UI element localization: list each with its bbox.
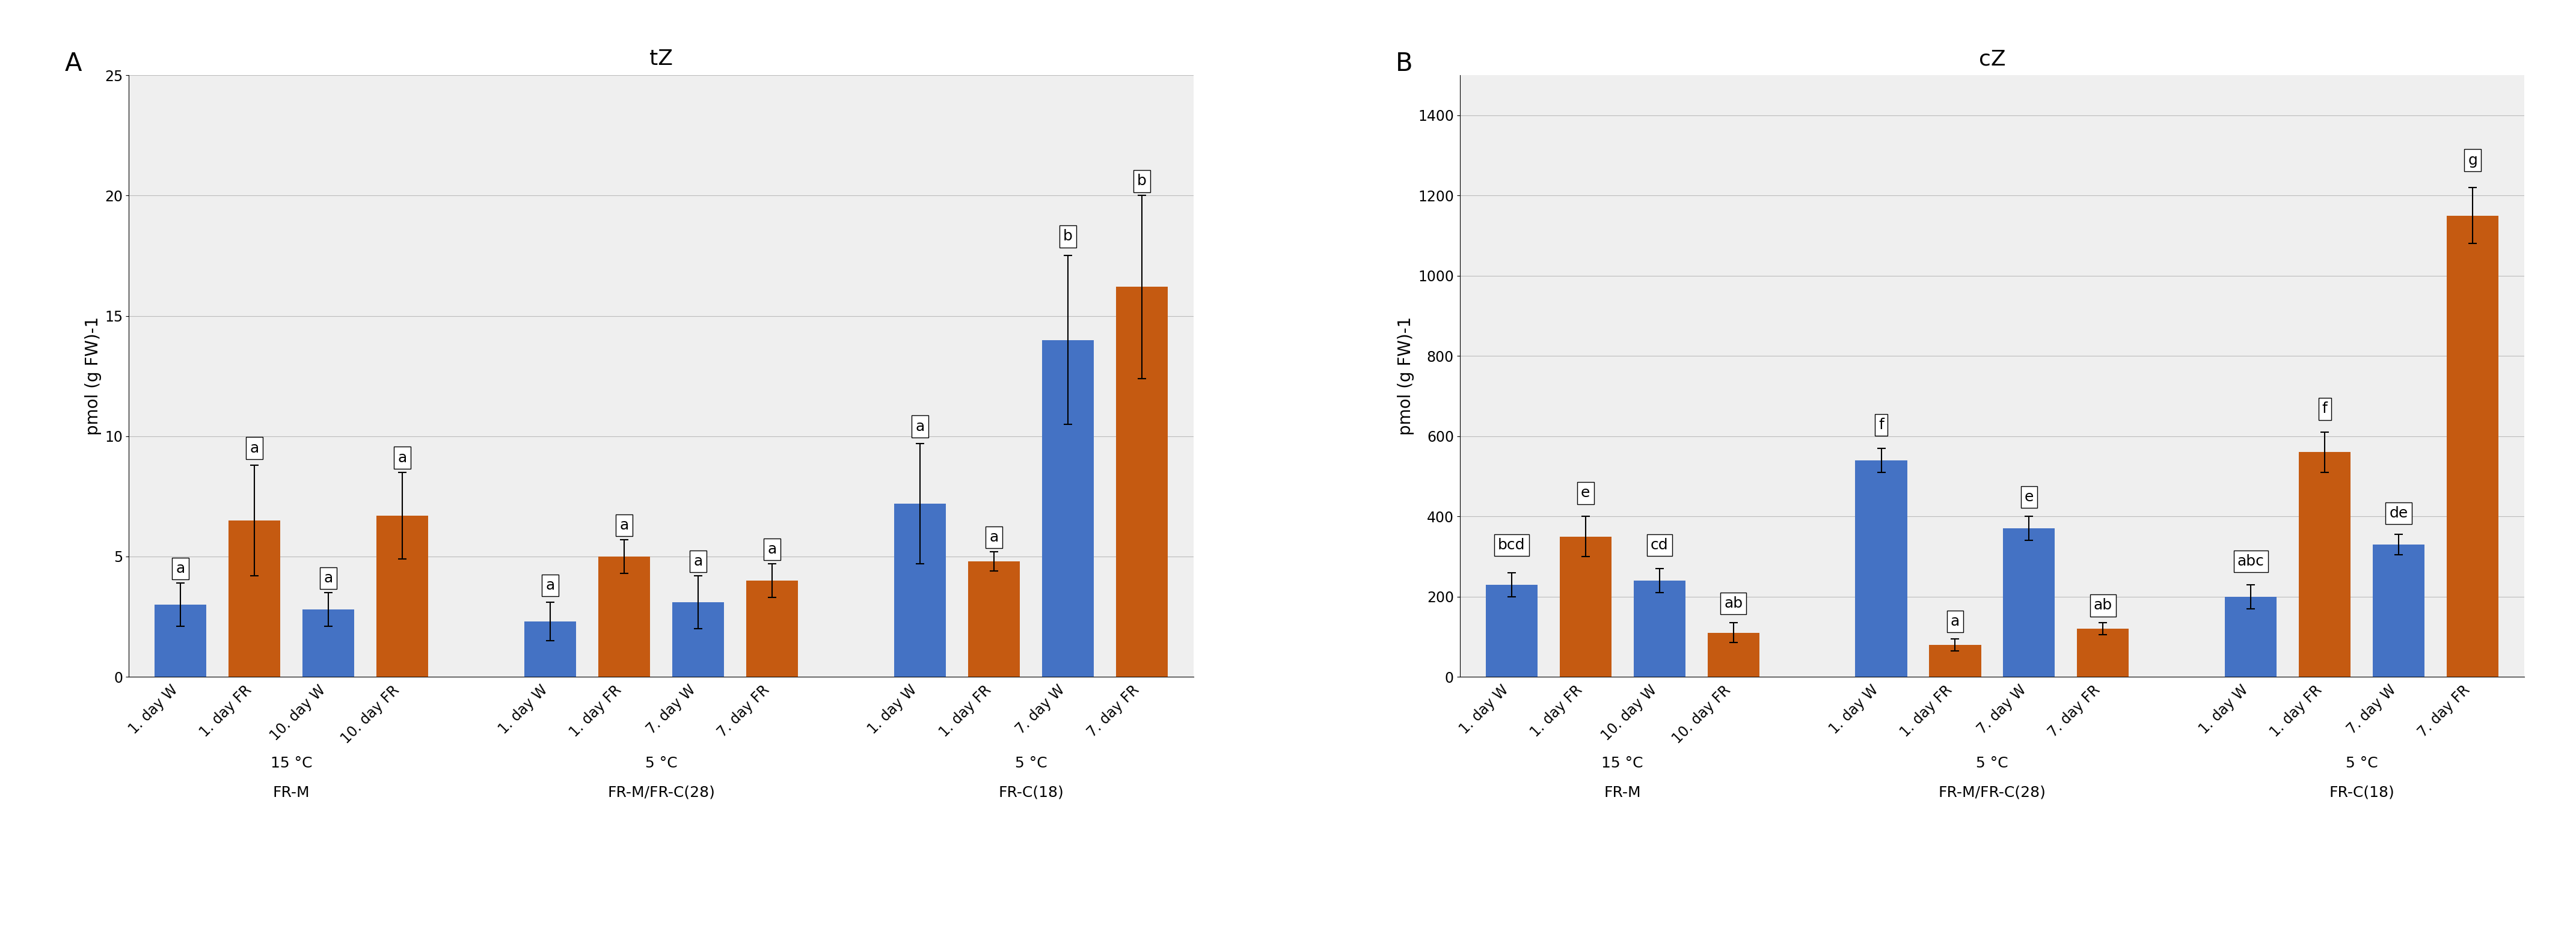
Text: FR-M: FR-M	[1605, 785, 1641, 800]
Text: e: e	[1582, 486, 1589, 500]
Bar	[1041, 340, 1095, 677]
Text: a: a	[397, 450, 407, 465]
Text: 5 °C: 5 °C	[644, 756, 677, 771]
Bar	[2447, 215, 2499, 677]
Text: a: a	[693, 554, 703, 569]
Bar	[229, 521, 281, 677]
Text: B: B	[1396, 51, 1414, 76]
Bar	[2004, 528, 2056, 677]
Bar	[155, 604, 206, 677]
Text: a: a	[250, 441, 260, 455]
Text: 5 °C: 5 °C	[2347, 756, 2378, 771]
Text: A: A	[64, 51, 82, 76]
Bar	[301, 609, 355, 677]
Text: a: a	[325, 571, 332, 586]
Text: a: a	[1950, 614, 1960, 629]
Text: g: g	[2468, 153, 2478, 167]
Text: 5 °C: 5 °C	[1976, 756, 2009, 771]
Text: 15 °C: 15 °C	[1602, 756, 1643, 771]
Text: cd: cd	[1651, 538, 1669, 553]
Text: f: f	[1878, 417, 1883, 432]
Text: bcd: bcd	[1497, 538, 1525, 553]
Bar	[747, 581, 799, 677]
Bar	[526, 621, 577, 677]
Text: a: a	[621, 518, 629, 532]
Text: e: e	[2025, 490, 2032, 505]
Bar	[1115, 287, 1167, 677]
Text: 5 °C: 5 °C	[1015, 756, 1046, 771]
Bar	[598, 556, 649, 677]
Text: a: a	[546, 578, 554, 592]
Text: 15 °C: 15 °C	[270, 756, 312, 771]
Text: FR-M: FR-M	[273, 785, 309, 800]
Bar	[2076, 629, 2128, 677]
Y-axis label: pmol (g FW)-1: pmol (g FW)-1	[85, 317, 100, 435]
Text: ab: ab	[1723, 596, 1744, 611]
Text: ab: ab	[2094, 598, 2112, 613]
Bar	[2226, 597, 2277, 677]
Text: a: a	[175, 561, 185, 575]
Bar	[894, 504, 945, 677]
Text: f: f	[2321, 401, 2329, 416]
Title: cZ: cZ	[1978, 49, 2007, 70]
Bar	[1708, 633, 1759, 677]
Y-axis label: pmol (g FW)-1: pmol (g FW)-1	[1399, 317, 1414, 435]
Bar	[1855, 461, 1906, 677]
Text: abc: abc	[2239, 554, 2264, 569]
Title: tZ: tZ	[649, 49, 672, 70]
Bar	[672, 603, 724, 677]
Bar	[969, 561, 1020, 677]
Text: FR-C(18): FR-C(18)	[997, 785, 1064, 800]
Text: a: a	[768, 542, 778, 556]
Text: FR-C(18): FR-C(18)	[2329, 785, 2396, 800]
Bar	[1929, 645, 1981, 677]
Bar	[1633, 581, 1685, 677]
Bar	[1558, 537, 1613, 677]
Bar	[2372, 544, 2424, 677]
Text: b: b	[1136, 174, 1146, 188]
Text: a: a	[989, 530, 999, 544]
Text: b: b	[1064, 229, 1072, 243]
Text: a: a	[914, 419, 925, 433]
Bar	[376, 515, 428, 677]
Bar	[1486, 585, 1538, 677]
Text: FR-M/FR-C(28): FR-M/FR-C(28)	[608, 785, 716, 800]
Text: FR-M/FR-C(28): FR-M/FR-C(28)	[1937, 785, 2045, 800]
Bar	[2298, 452, 2352, 677]
Text: de: de	[2391, 506, 2409, 521]
